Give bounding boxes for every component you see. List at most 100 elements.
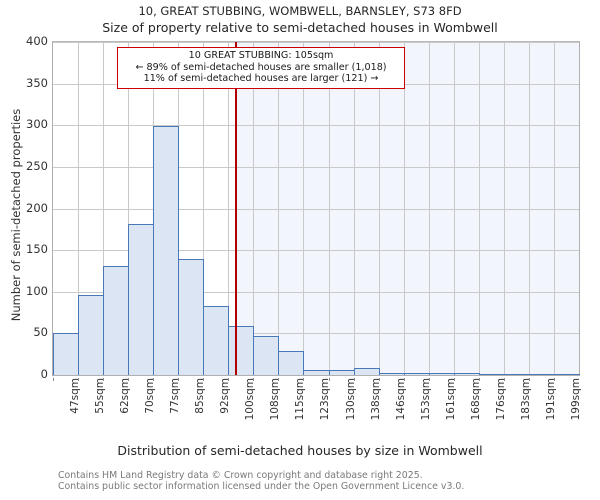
gridline-horizontal: [53, 42, 579, 43]
gridline-vertical: [128, 42, 129, 375]
histogram-bar: [278, 350, 304, 375]
y-axis-title: Number of semi-detached properties: [9, 108, 23, 322]
y-axis-tick: 250: [26, 158, 48, 173]
gridline-horizontal: [53, 333, 579, 335]
annotation-line-smaller: ← 89% of semi-detached houses are smalle…: [135, 61, 387, 73]
histogram-bar: [103, 265, 129, 375]
histogram-bar: [504, 373, 530, 375]
chart-title-block: 10, GREAT STUBBING, WOMBWELL, BARNSLEY, …: [0, 4, 600, 36]
x-axis-tick: 146sqm: [394, 378, 407, 421]
x-axis-tickmark: [504, 378, 505, 381]
gridline-vertical: [529, 42, 530, 375]
footer-line-1: Contains HM Land Registry data © Crown c…: [58, 470, 423, 481]
x-axis-tick: 191sqm: [544, 378, 557, 421]
histogram-bar: [429, 373, 455, 375]
annotation-line-property: 10 GREAT STUBBING: 105sqm: [188, 50, 334, 61]
x-axis-tickmark: [529, 378, 530, 381]
x-axis-tick: 55sqm: [93, 378, 106, 414]
x-axis-tick: 168sqm: [469, 378, 482, 421]
gridline-vertical: [278, 42, 279, 375]
x-axis-tick: 130sqm: [344, 378, 357, 421]
x-axis-tick: 199sqm: [569, 378, 582, 421]
x-axis-tickmark: [103, 378, 104, 381]
y-axis-tick: 200: [26, 200, 48, 215]
histogram-bar: [128, 223, 154, 375]
y-axis-tick: 300: [26, 117, 48, 132]
x-axis-tick: 138sqm: [369, 378, 382, 421]
gridline-horizontal: [53, 125, 579, 127]
gridline-vertical: [504, 42, 505, 375]
x-axis-tick: 70sqm: [143, 378, 156, 414]
attribution-footer: Contains HM Land Registry data © Crown c…: [58, 470, 598, 492]
gridline-vertical: [78, 42, 79, 375]
x-axis-tickmark: [379, 378, 380, 381]
x-axis-tickmark: [329, 378, 330, 381]
x-axis-title: Distribution of semi-detached houses by …: [117, 443, 483, 458]
x-axis-tick: 85sqm: [193, 378, 206, 414]
annotation-line-larger: 11% of semi-detached houses are larger (…: [143, 73, 379, 85]
y-axis-tick: 50: [33, 325, 48, 340]
x-axis-tick: 153sqm: [419, 378, 432, 421]
histogram-bar: [153, 126, 179, 375]
gridline-vertical: [253, 42, 254, 375]
gridline-vertical: [479, 42, 480, 375]
gridline-vertical: [329, 42, 330, 375]
x-axis-tick: 100sqm: [243, 378, 256, 421]
plot-area: [52, 41, 580, 381]
y-axis-tick: 0: [40, 367, 48, 381]
gridline-horizontal: [53, 166, 579, 168]
x-axis-tick: 123sqm: [318, 378, 331, 421]
histogram-bar: [404, 373, 430, 375]
histogram-bar: [354, 368, 380, 375]
gridline-horizontal: [53, 250, 579, 252]
gridline-vertical: [379, 42, 380, 375]
histogram-bar: [454, 373, 480, 375]
histogram-bar: [253, 335, 279, 375]
histogram-bar: [228, 325, 254, 375]
y-axis-tick-labels: 0 50 100 150 200 250 300 350 400: [0, 0, 48, 500]
x-axis-tickmark: [228, 378, 229, 381]
x-axis-tickmark: [278, 378, 279, 381]
histogram-bar: [53, 333, 79, 375]
y-axis-tick: 100: [26, 283, 48, 298]
gridline-vertical: [404, 42, 405, 375]
footer-line-2: Contains public sector information licen…: [58, 481, 465, 492]
gridline-vertical: [454, 42, 455, 375]
gridline-vertical: [554, 42, 555, 375]
y-axis-tick: 150: [26, 242, 48, 257]
property-marker-line: [234, 42, 237, 375]
histogram-bar: [203, 305, 229, 375]
gridline-vertical: [303, 42, 304, 375]
gridline-vertical: [429, 42, 430, 375]
x-axis-tickmark: [454, 378, 455, 381]
x-axis-tickmark: [203, 378, 204, 381]
property-annotation-box: 10 GREAT STUBBING: 105sqm ← 89% of semi-…: [117, 47, 405, 89]
gridline-vertical: [203, 42, 204, 375]
y-axis-tick: 350: [26, 75, 48, 90]
gridline-horizontal: [53, 291, 579, 293]
x-axis-tickmark: [53, 378, 54, 381]
x-axis-tick: 47sqm: [68, 378, 81, 414]
gridline-vertical: [228, 42, 229, 375]
x-axis-tick: 77sqm: [168, 378, 181, 414]
x-axis-tickmark: [479, 378, 480, 381]
histogram-bar: [178, 259, 204, 375]
x-axis-tick: 92sqm: [218, 378, 231, 414]
page-subtitle: Size of property relative to semi-detach…: [102, 20, 498, 35]
x-axis-tickmark: [354, 378, 355, 381]
y-axis-tick: 400: [26, 34, 48, 48]
histogram-bar: [379, 373, 405, 375]
histogram-bar: [303, 370, 330, 375]
histogram-bar: [479, 373, 505, 375]
x-axis-tickmark: [178, 378, 179, 381]
x-axis-tick: 108sqm: [268, 378, 281, 421]
x-axis-tick: 161sqm: [444, 378, 457, 421]
x-axis-tickmark: [303, 378, 304, 381]
x-axis-tick: 183sqm: [519, 378, 532, 421]
x-axis-tickmark: [78, 378, 79, 381]
x-axis-tick: 176sqm: [494, 378, 507, 421]
x-axis-tickmark: [128, 378, 129, 381]
x-axis-tickmark: [253, 378, 254, 381]
histogram-bar: [78, 295, 104, 375]
x-axis-tickmark: [404, 378, 405, 381]
